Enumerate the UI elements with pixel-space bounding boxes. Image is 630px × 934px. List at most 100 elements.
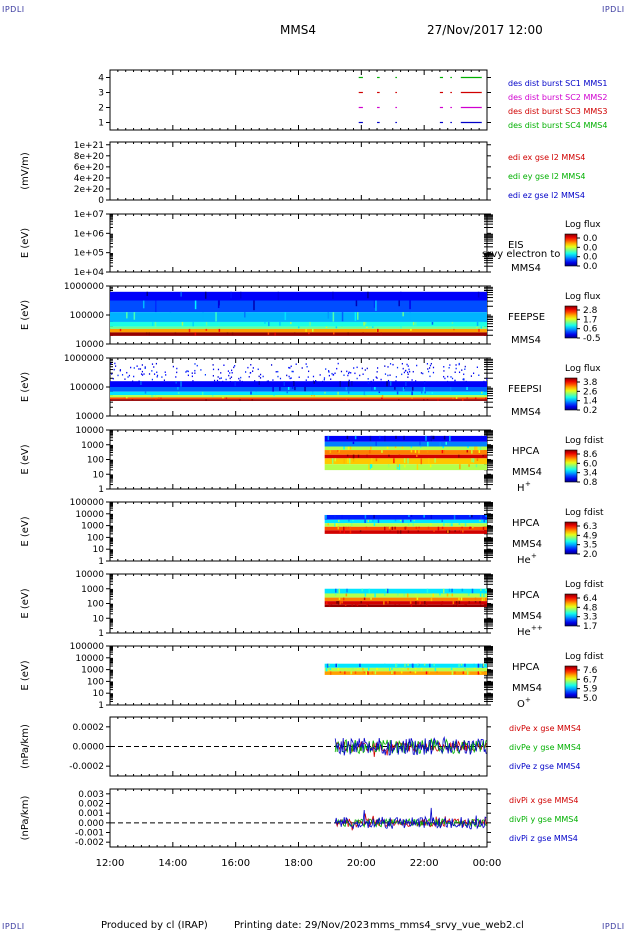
hpca-he-colorbar: [564, 521, 578, 555]
eis-colorbar-tick-label: 0.0: [583, 253, 598, 263]
panel-7-spectrum-streak: [430, 523, 432, 526]
panel-5-sparse-dot: [290, 365, 292, 368]
panel-5-sparse-dot: [110, 362, 112, 365]
panel-6-spectrum-streak: [338, 450, 340, 453]
panel-9-spectrum-streak: [365, 671, 368, 675]
panel-4-spectrum-streak: [355, 300, 358, 307]
panel-6-spectrum-streak: [425, 435, 427, 441]
panel-4-spectrum-streak: [155, 300, 157, 313]
panel-6-spectrum-streak: [329, 450, 332, 454]
panel-5-sparse-dot: [114, 365, 117, 367]
panel-8-spectrum-streak: [346, 588, 348, 593]
panel-5-sparse-dot: [259, 373, 262, 376]
panel-9-spectrum-streak: [367, 667, 370, 671]
panel-4-spectrum-streak: [335, 326, 338, 329]
panel-7-spectrum-streak: [338, 519, 340, 523]
hpca-he2-colorbar-tick-label: 4.8: [583, 603, 598, 613]
hpca-he2-species-charge: ++: [531, 624, 543, 632]
footer-script-name: mms_mms4_srvy_vue_web2.cl: [370, 920, 524, 931]
panel-5-sparse-dot: [161, 376, 163, 378]
panel-7-spectrum-streak: [441, 526, 444, 529]
panel-4-spectrum-streak: [142, 300, 145, 309]
panel-5-sparse-dot: [450, 376, 452, 378]
panel-4-spectrum-streak: [373, 300, 376, 308]
panel-9-spectrum-streak: [389, 667, 391, 671]
panel-8-spectrum-streak: [465, 604, 467, 606]
panel-5-spectrum-streak: [345, 399, 348, 401]
panel-6-spectrum-streak: [429, 464, 432, 468]
panel-8-spectrum-streak: [466, 593, 468, 597]
hpca-o-spacecraft: MMS4: [512, 683, 542, 694]
panel-5-sparse-dot: [305, 379, 307, 381]
panel-4-spectrum-streak: [205, 328, 208, 331]
panel-5-sparse-dot: [458, 363, 460, 366]
panel-6-spectrum-streak: [395, 435, 397, 439]
panel-5-spectrum-streak: [394, 387, 396, 390]
panel-9-spectrum-streak: [428, 671, 431, 674]
feepse-spacecraft: MMS4: [511, 335, 541, 346]
panel-5-sparse-dot: [191, 375, 193, 378]
panel-6-spectrum-streak: [420, 458, 423, 465]
panel-5-sparse-dot: [407, 371, 409, 374]
panel-4-spectrum-streak: [231, 332, 234, 336]
panel-5-spectrum-streak: [180, 381, 182, 387]
panel-5-spectrum-streak: [481, 391, 483, 394]
panel-1-frame: [109, 69, 488, 131]
legend-divpi-x: divPi x gse MMS4: [509, 796, 578, 805]
feepsi-colorbar-tick-label: 3.8: [583, 378, 598, 388]
panel-8-ytick-label: 1: [98, 629, 104, 639]
panel-5-spectrum-streak: [177, 387, 179, 390]
panel-5-sparse-dot: [377, 367, 379, 369]
panel-4-spectrum-streak: [377, 328, 379, 332]
panel-5-spectrum-streak: [131, 399, 134, 400]
legend-edi-ey: edi ey gse l2 MMS4: [508, 172, 586, 181]
legend-divpe-z: divPe z gse MMS4: [509, 762, 580, 771]
panel-5-sparse-dot: [362, 373, 364, 375]
panel-5-spectrum-streak: [311, 391, 314, 395]
panel-9-spectrum-streak: [357, 667, 359, 670]
panel-5-spectrum-streak: [279, 387, 281, 391]
panel-5-sparse-dot: [367, 378, 369, 380]
panel-6-spectrum-streak: [434, 458, 436, 463]
panel-9-spectrum-streak: [376, 667, 378, 671]
panel-5-sparse-dot: [153, 366, 155, 368]
panel-4-spectrum-streak: [305, 328, 307, 332]
panel-5-sparse-dot: [432, 366, 435, 369]
panel-7-spectrum-streak: [359, 530, 362, 532]
panel-6-spectrum-streak: [375, 458, 378, 462]
panel-4-spectrum-streak: [476, 326, 478, 329]
panel-6-spectrum-streak: [401, 446, 404, 449]
panel-4-spectrum-streak: [451, 321, 454, 324]
panel-5-sparse-dot: [121, 374, 124, 376]
panel-8-spectrum-streak: [364, 593, 367, 597]
panel-5-sparse-dot: [298, 376, 300, 378]
hpca-he2-colorbar: [564, 593, 578, 627]
x-tick-label: 14:00: [158, 858, 187, 869]
panel-4-spectrum-streak: [480, 326, 483, 329]
panel-5-sparse-dot: [328, 370, 330, 372]
panel-5-sparse-dot: [196, 364, 198, 367]
panel-5-sparse-dot: [420, 372, 423, 374]
panel-8-spectrum-streak: [330, 604, 333, 607]
panel-5-sparse-dot: [231, 371, 233, 374]
panel-8-spectrum-streak: [386, 588, 389, 594]
panel-6-spectrum-streak: [394, 446, 397, 449]
panel-5-sparse-dot: [136, 365, 138, 367]
panel-7-spectrum-streak: [397, 530, 399, 534]
panel-5-sparse-dot: [138, 368, 140, 370]
panel-5-sparse-dot: [454, 379, 456, 382]
panel-9-spectrum-streak: [362, 667, 364, 671]
panel-6-spectrum-streak: [368, 464, 370, 470]
panel-4-spectrum-streak: [332, 291, 334, 299]
panel-8-spectrum-streak: [468, 593, 470, 596]
panel-4-spectrum-streak: [409, 312, 411, 320]
panel-9-spectrum-streak: [371, 671, 374, 674]
panel-6-spectrum-band: [324, 446, 487, 451]
panel-9-spectrum-streak: [339, 671, 342, 673]
panel-5-sparse-dot: [458, 362, 460, 365]
panel-9-spectrum-streak: [478, 671, 480, 673]
panel-8-spectrum-streak: [430, 597, 433, 602]
panel-8-spectrum-streak: [360, 601, 362, 604]
panel-7-spectrum-streak: [448, 530, 450, 534]
panel-5-sparse-dot: [407, 365, 409, 367]
